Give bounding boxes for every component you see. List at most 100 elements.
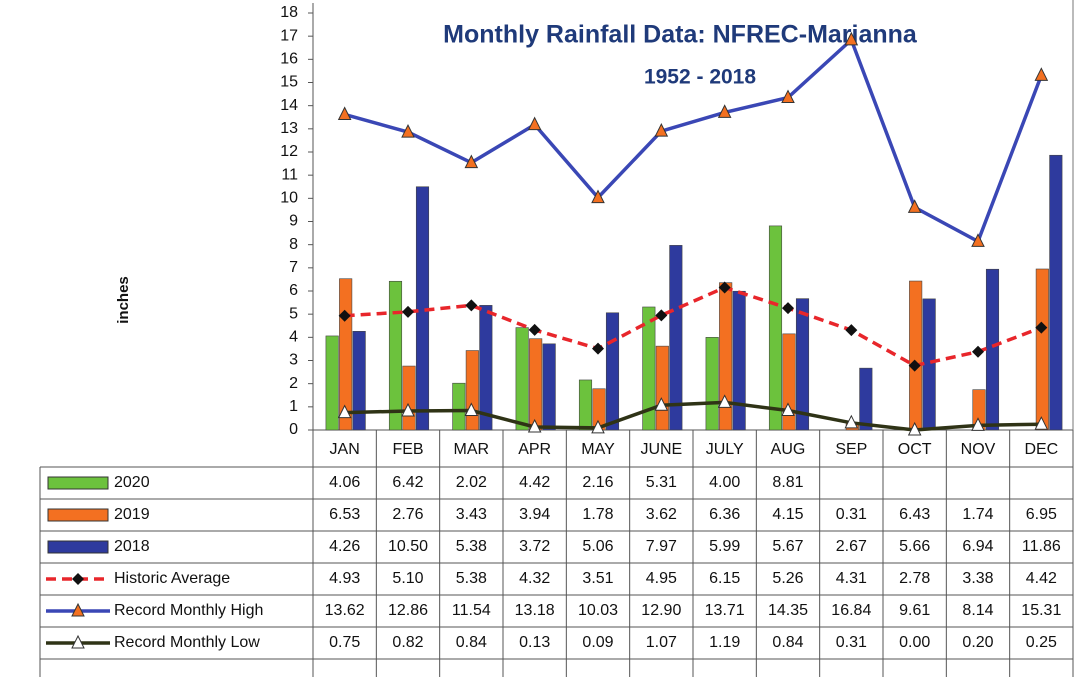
table-value: 0.31 (836, 506, 867, 523)
bar (669, 245, 683, 431)
bar (352, 331, 366, 431)
bar (768, 225, 783, 431)
bar (859, 367, 873, 431)
bar (402, 365, 416, 431)
y-tick-label: 5 (289, 305, 298, 322)
table-value: 5.66 (899, 538, 930, 555)
bar (705, 337, 719, 431)
bar (1049, 154, 1063, 431)
bar (578, 379, 593, 431)
line-marker (654, 123, 669, 137)
line-marker (465, 299, 478, 312)
line-marker (337, 106, 352, 120)
x-tick-label: DEC (1024, 441, 1058, 458)
table-value: 1.74 (962, 506, 993, 523)
x-tick-label: SEP (835, 441, 867, 458)
x-tick-label: MAR (454, 441, 490, 458)
table-value: 4.31 (836, 570, 867, 587)
line-marker (1034, 67, 1049, 81)
legend-marker (72, 573, 84, 585)
bar (909, 280, 923, 431)
table-value: 15.31 (1021, 602, 1061, 619)
bar (985, 268, 1000, 431)
bar (465, 350, 479, 431)
table-value: 0.84 (456, 634, 487, 651)
line-marker (907, 199, 922, 213)
line (344, 400, 1042, 432)
table-value: 13.71 (705, 602, 745, 619)
line-marker (527, 116, 542, 131)
line-marker (464, 402, 479, 417)
table-value: 2.16 (582, 474, 613, 491)
table-value: 1.07 (646, 634, 677, 651)
line-marker (718, 281, 731, 294)
bar (479, 305, 493, 431)
table-value: 2.02 (456, 474, 487, 491)
x-tick-label: APR (518, 441, 551, 458)
bar (922, 298, 936, 431)
line-marker (971, 233, 985, 247)
table-value: 1.78 (582, 506, 613, 523)
x-tick-label: OCT (898, 441, 932, 458)
line-marker (844, 31, 859, 46)
table-value: 0.75 (329, 634, 360, 651)
line-marker (717, 104, 732, 118)
y-tick-label: 16 (280, 51, 298, 68)
bar (529, 338, 543, 431)
table-value: 11.54 (452, 602, 491, 619)
bar (605, 312, 620, 431)
y-tick-label: 7 (289, 259, 298, 276)
bar (655, 345, 669, 431)
table-value: 9.61 (899, 602, 930, 619)
x-tick-label: JULY (706, 441, 744, 458)
table-value: 4.93 (329, 570, 360, 587)
y-tick-label: 0 (289, 421, 298, 438)
bar (795, 298, 810, 431)
table-value: 16.84 (831, 602, 871, 619)
line-marker (591, 419, 605, 434)
y-tick-label: 15 (280, 74, 298, 91)
table-value: 6.43 (899, 506, 930, 523)
table-value: 10.03 (578, 602, 618, 619)
table-value: 0.20 (962, 634, 993, 651)
legend-label: Historic Average (114, 570, 230, 587)
line-marker (528, 323, 541, 336)
y-tick-label: 9 (289, 213, 298, 230)
table-value: 2.67 (836, 538, 867, 555)
table-value: 4.42 (1026, 570, 1057, 587)
bar (782, 333, 796, 431)
bar (1035, 268, 1049, 431)
table-value: 3.62 (646, 506, 677, 523)
table-value: 0.00 (899, 634, 930, 651)
table-value: 4.06 (329, 474, 360, 491)
table-value: 13.62 (325, 602, 365, 619)
line (344, 285, 1042, 368)
table-value: 3.94 (519, 506, 550, 523)
bar (542, 343, 556, 431)
table-value: 5.26 (772, 570, 803, 587)
line-marker (907, 421, 922, 436)
y-tick-label: 14 (280, 97, 298, 114)
line-marker (401, 402, 415, 417)
legend-swatch (47, 508, 109, 522)
x-tick-label: AUG (771, 441, 806, 458)
table-value: 14.35 (768, 602, 808, 619)
table-value: 6.15 (709, 570, 740, 587)
line-marker (908, 359, 921, 372)
table-value: 1.19 (709, 634, 740, 651)
line-marker (717, 394, 732, 408)
line-marker (782, 302, 794, 315)
legend-marker (71, 634, 85, 649)
line-marker (1034, 416, 1049, 430)
table-value: 4.00 (709, 474, 740, 491)
table-value: 0.82 (392, 634, 423, 651)
table-value: 6.36 (709, 506, 740, 523)
table-value: 0.25 (1026, 634, 1057, 651)
line-marker (401, 123, 415, 138)
table-value: 3.43 (456, 506, 487, 523)
line-marker (972, 345, 984, 358)
table-value: 6.94 (962, 538, 993, 555)
table-value: 4.32 (519, 570, 550, 587)
bar (388, 280, 403, 431)
table-value: 0.84 (772, 634, 803, 651)
